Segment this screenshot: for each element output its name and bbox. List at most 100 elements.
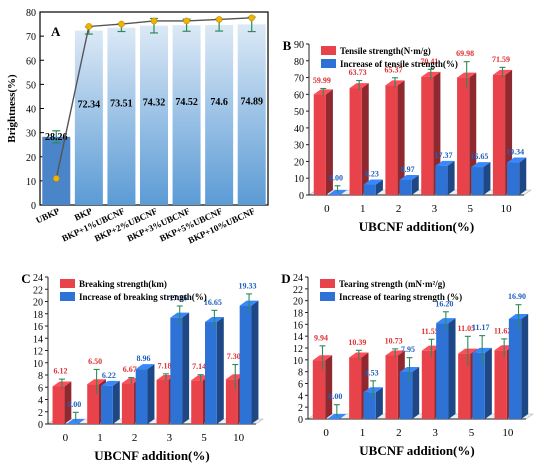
x-tick-label: 1 (360, 203, 366, 215)
legend: Breaking strength(km) Increase of breakin… (60, 279, 207, 302)
bar-top (399, 174, 419, 180)
legend-swatch (321, 46, 336, 55)
legend-swatch (321, 59, 336, 68)
bar-side (64, 381, 72, 424)
data-label: 63.73 (349, 68, 367, 77)
bar (385, 85, 398, 195)
y-tick-label: 30 (26, 129, 36, 140)
legend: Tearing strength (mN·m²/g) Increase of te… (320, 279, 462, 302)
x-tick-label: 5 (469, 427, 475, 439)
bar-side (519, 157, 527, 195)
y-tick-label: 18 (293, 309, 303, 320)
y-tick-label: 90 (294, 40, 304, 51)
trend-marker (118, 20, 125, 28)
data-label: 9.94 (314, 333, 328, 342)
y-tick-label: 70 (26, 32, 36, 43)
bar (107, 27, 136, 206)
x-tick-label: 5 (468, 203, 474, 215)
y-tick-label: 12 (33, 347, 43, 358)
y-tick-label: 4 (38, 396, 43, 407)
panel-letter: A (51, 24, 61, 39)
x-tick-label: 0 (63, 432, 69, 444)
x-axis-label: UBCNF addition(%) (359, 443, 474, 458)
y-tick-label: 60 (294, 90, 304, 101)
bar (87, 384, 99, 424)
data-label: 74.32 (143, 97, 166, 108)
y-tick-label: 6 (38, 383, 43, 394)
data-label: 0.00 (328, 392, 342, 401)
bar-top (471, 162, 491, 168)
bar-top (435, 160, 455, 166)
y-tick-label: 24 (293, 273, 303, 284)
bar-side (112, 380, 120, 424)
data-label: 73.51 (110, 98, 133, 109)
bar-side (251, 300, 259, 424)
bar-side (325, 355, 333, 419)
data-label: 10.39 (348, 338, 366, 347)
bar (494, 350, 507, 419)
bar (363, 392, 376, 419)
panel-d: 024681012141618202224D09.940.00110.394.5… (281, 271, 534, 458)
bar (436, 323, 449, 419)
bar (472, 352, 485, 419)
y-tick-label: 24 (33, 273, 43, 284)
y-tick-label: 20 (26, 153, 36, 164)
trend-marker (85, 23, 93, 30)
y-tick-label: 16 (33, 322, 43, 333)
legend-label: Increase of tearing strength (%) (339, 292, 462, 302)
x-tick-label: 3 (432, 203, 438, 215)
x-tick-label: 1 (97, 432, 103, 444)
bar (205, 25, 234, 206)
data-label: 11.05 (458, 324, 476, 333)
bar (140, 25, 168, 205)
data-label: 17.36 (169, 293, 187, 302)
data-label: 7.18 (157, 361, 171, 370)
y-tick-label: 40 (26, 105, 36, 116)
legend-swatch (320, 279, 335, 288)
bar-top (363, 179, 383, 185)
data-label: 0.00 (67, 400, 81, 409)
legend-swatch (320, 292, 335, 301)
data-label: 74.6 (210, 97, 228, 108)
bar (172, 25, 201, 205)
data-label: 8.97 (401, 165, 415, 174)
legend-label: Increase of breaking strength(%) (79, 292, 207, 302)
y-tick-label: 50 (26, 80, 36, 91)
bar (156, 380, 169, 424)
data-label: 71.59 (492, 55, 510, 64)
bar-side (448, 318, 456, 419)
legend-swatch (60, 292, 75, 301)
bar (421, 76, 434, 195)
bar (205, 322, 217, 424)
x-tick-label: 5 (201, 432, 207, 444)
data-label: 6.50 (88, 357, 102, 366)
data-label: 8.96 (137, 354, 151, 363)
legend: Tensile strength(N·m/g) Increase of tensi… (321, 46, 458, 69)
bar (363, 184, 376, 195)
data-label: 6.22 (102, 371, 116, 380)
legend-label: Tearing strength (mN·m²/g) (339, 279, 445, 289)
y-tick-label: 14 (293, 332, 303, 343)
y-tick-label: 10 (293, 356, 303, 367)
data-label: 6.12 (53, 367, 67, 376)
bar-side (216, 317, 224, 424)
y-tick-label: 80 (26, 8, 36, 19)
bar-side (412, 366, 420, 419)
data-label: 72.34 (78, 100, 101, 111)
bar-side (483, 162, 491, 195)
bar (121, 383, 134, 424)
y-tick-label: 2 (298, 403, 303, 414)
bar-side (325, 89, 333, 195)
bar (74, 30, 103, 205)
bar-side (521, 314, 529, 419)
data-label: 7.95 (401, 345, 415, 354)
bar (399, 179, 412, 195)
panel-letter: D (281, 271, 290, 286)
x-tick-label: 0 (324, 203, 330, 215)
bar-side (411, 174, 419, 195)
bar-top (101, 380, 120, 386)
y-tick-label: 10 (294, 174, 304, 185)
y-tick-label: 20 (293, 297, 303, 308)
bar (170, 317, 183, 424)
data-label: 6.23 (365, 170, 379, 179)
